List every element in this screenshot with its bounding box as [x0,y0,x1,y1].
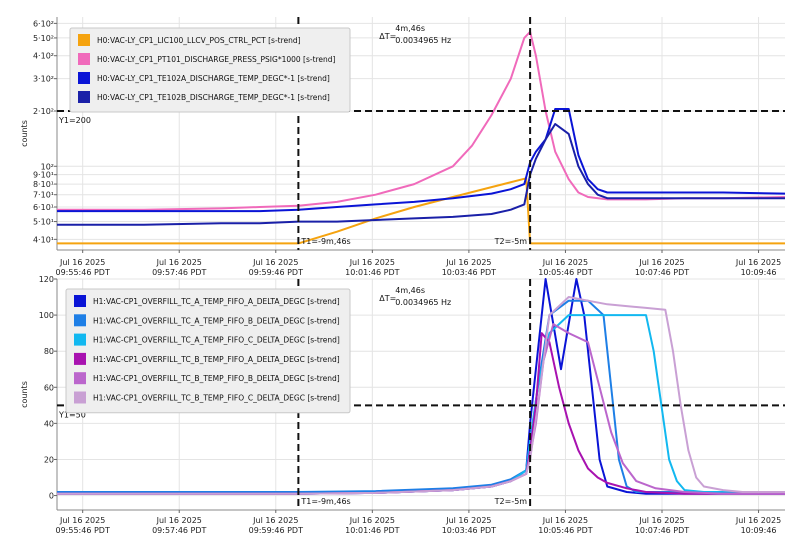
legend-swatch [78,91,90,103]
delta-time: 4m,46s [395,24,425,33]
legend-swatch [74,314,86,327]
x-tick-label-time: 10:09:46 [741,268,777,277]
x-tick-label-date: Jul 16 2025 [349,516,395,525]
legend-entry: H1:VAC-CP1_OVERFILL_TC_A_TEMP_FIFO_A_DEL… [93,297,340,306]
x-tick-label-date: Jul 16 2025 [638,516,684,525]
y-tick-label: 4·10¹ [33,235,54,244]
cursor-t1-label: T1=-9m,46s [300,497,350,506]
grid [57,278,785,510]
cursor-y1-label: Y1=50 [58,410,86,419]
x-tick-label-time: 10:05:46 PDT [538,526,592,535]
legend-entry: H1:VAC-CP1_OVERFILL_TC_A_TEMP_FIFO_B_DEL… [93,316,340,325]
x-tick-label-date: Jul 16 2025 [735,516,781,525]
y-tick-label: 5·10² [33,34,54,43]
y-tick-label: 2·10² [33,107,54,116]
legend: H1:VAC-CP1_OVERFILL_TC_A_TEMP_FIFO_A_DEL… [65,288,351,414]
y-tick-label: 10² [41,162,54,171]
x-tick-label-date: Jul 16 2025 [59,516,105,525]
x-tick-label-time: 09:57:46 PDT [152,526,206,535]
legend-swatch [74,333,86,346]
delta-time: 4m,46s [395,286,425,295]
x-tick-label-time: 09:59:46 PDT [249,268,303,277]
legend-swatch [74,352,86,365]
x-tick-label-date: Jul 16 2025 [542,516,588,525]
x-tick-label-time: 10:07:46 PDT [635,268,689,277]
x-tick-label-date: Jul 16 2025 [59,258,105,267]
x-tick-label-time: 10:05:46 PDT [538,268,592,277]
x-tick-label-time: 09:57:46 PDT [152,268,206,277]
x-tick-label-time: 10:09:46 [741,526,777,535]
legend-entry: H1:VAC-CP1_OVERFILL_TC_B_TEMP_FIFO_C_DEL… [93,394,340,403]
x-tick-label-date: Jul 16 2025 [638,258,684,267]
legend-entry: H1:VAC-CP1_OVERFILL_TC_B_TEMP_FIFO_B_DEL… [93,374,340,383]
delta-label: ΔT= [379,32,396,41]
cursor-t2-label: T2=-5m [494,237,528,246]
x-tick-label-time: 09:55:46 PDT [56,526,110,535]
legend-entry: H0:VAC-LY_CP1_PT101_DISCHARGE_PRESS_PSIG… [97,55,336,64]
cursor-t1-label: T1=-9m,46s [300,237,350,246]
y-tick-label: 20 [44,455,54,464]
x-tick-label-date: Jul 16 2025 [349,258,395,267]
x-tick-label-date: Jul 16 2025 [542,258,588,267]
y-tick-label: 5·10¹ [33,218,54,227]
legend: H0:VAC-LY_CP1_LIC100_LLCV_POS_CTRL_PCT [… [69,27,351,113]
y-tick-label: 6·10¹ [33,203,54,212]
y-axis-label: counts [20,381,29,408]
legend-entry: H0:VAC-LY_CP1_TE102A_DISCHARGE_TEMP_DEGC… [97,74,330,83]
x-tick-label-time: 10:01:46 PDT [345,526,399,535]
delta-label: ΔT= [379,294,396,303]
x-tick-label-date: Jul 16 2025 [156,516,202,525]
delta-freq: 0.0034965 Hz [395,298,451,307]
y-tick-label: 8·10¹ [33,180,54,189]
y-tick-label: 9·10¹ [33,171,54,180]
series-line-6 [57,296,785,495]
y-tick-label: 100 [39,311,54,320]
legend-entry: H0:VAC-LY_CP1_LIC100_LLCV_POS_CTRL_PCT [… [97,36,301,45]
y-tick-label: 0 [49,492,54,501]
legend-box [65,288,351,414]
legend-box [69,27,351,113]
series-group [57,278,785,495]
x-tick-label-date: Jul 16 2025 [252,516,298,525]
cursor-y1-label: Y1=200 [58,116,91,125]
x-tick-label-time: 10:03:46 PDT [442,268,496,277]
delta-freq: 0.0034965 Hz [395,36,451,45]
x-tick-label-date: Jul 16 2025 [252,258,298,267]
x-tick-label-date: Jul 16 2025 [445,258,491,267]
legend-entry: H1:VAC-CP1_OVERFILL_TC_B_TEMP_FIFO_A_DEL… [93,355,340,364]
y-tick-label: 120 [39,275,54,284]
legend-swatch [74,295,86,307]
y-tick-label: 3·10² [33,75,54,84]
y-tick-label: 80 [44,347,54,356]
legend-swatch [74,391,86,404]
legend-swatch [78,53,90,65]
x-tick-label-date: Jul 16 2025 [445,516,491,525]
y-tick-label: 60 [44,383,54,392]
x-tick-label-time: 10:01:46 PDT [345,268,399,277]
y-tick-label: 7·10¹ [33,191,54,200]
y-tick-label: 40 [44,419,54,428]
x-tick-label-date: Jul 16 2025 [735,258,781,267]
y-tick-label: 4·10² [33,52,54,61]
x-tick-label-date: Jul 16 2025 [156,258,202,267]
y-axis-label: counts [20,120,29,147]
legend-swatch [74,372,86,385]
legend-swatch [78,72,90,84]
x-tick-label-time: 10:07:46 PDT [635,526,689,535]
legend-entry: H0:VAC-LY_CP1_TE102B_DISCHARGE_TEMP_DEGC… [97,93,330,102]
y-tick-label: 6·10² [33,19,54,28]
cursor-t2-label: T2=-5m [494,497,528,506]
x-tick-label-time: 09:59:46 PDT [249,526,303,535]
legend-swatch [78,34,90,46]
x-tick-label-time: 10:03:46 PDT [442,526,496,535]
legend-entry: H1:VAC-CP1_OVERFILL_TC_A_TEMP_FIFO_C_DEL… [93,336,340,345]
x-tick-label-time: 09:55:46 PDT [56,268,110,277]
